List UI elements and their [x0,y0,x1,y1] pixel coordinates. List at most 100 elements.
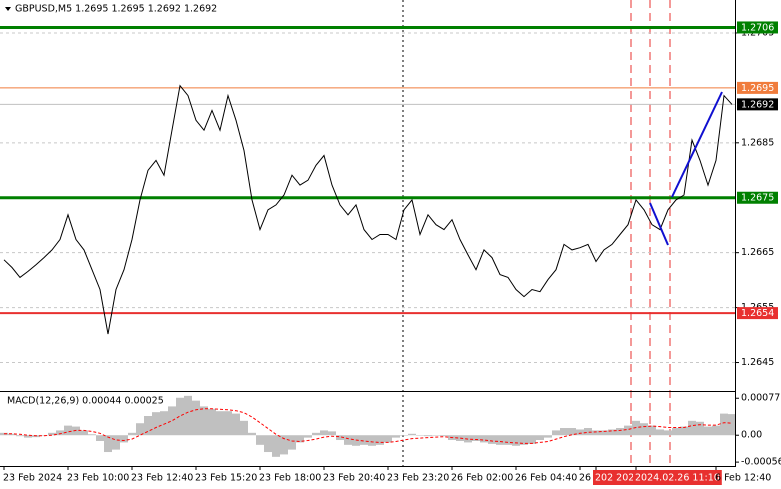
macd-bar [680,426,688,436]
macd-bar [136,423,144,436]
macd-bar [144,416,152,436]
macd-bar [264,435,272,453]
macd-bar [608,429,616,436]
macd-bar [168,406,176,436]
macd-bar [288,435,296,450]
macd-bar [304,435,312,438]
macd-bar [408,433,416,436]
macd-bar [352,435,360,446]
macd-bar [176,397,184,436]
macd-bar [192,400,200,436]
macd-bar [424,435,432,437]
macd-bar [80,430,88,436]
y-tick-label: 1.2665 [741,247,774,258]
macd-bar [536,435,544,441]
macd-bar [616,428,624,436]
level-label-box [737,307,778,320]
macd-bar [368,435,376,446]
macd-bar [440,435,448,437]
x-highlight-box [593,470,643,485]
macd-bar [328,431,336,436]
x-tick-label: 26 Feb 02:00 [451,473,513,484]
macd-bar [240,420,248,436]
x-tick-label: 23 Feb 2024 [3,473,62,484]
macd-bar [504,435,512,445]
macd-bar [480,435,488,443]
macd-bar [672,428,680,436]
macd-bar [712,425,720,436]
macd-bar [632,420,640,436]
macd-bar [384,435,392,443]
macd-bar [200,406,208,436]
macd-bar [688,420,696,436]
macd-bar [248,432,256,436]
macd-bar [400,435,408,436]
y-tick-label: 0.00077 [741,393,780,404]
macd-bar [472,435,480,441]
macd-bar [552,430,560,436]
macd-bar [584,428,592,436]
macd-bar [432,435,440,436]
signal-line [4,408,733,444]
macd-bar [336,435,344,441]
level-label: 1.2654 [741,308,774,319]
level-label-box [737,98,778,111]
macd-bar [96,435,104,441]
indicator-title: MACD(12,26,9) 0.00044 0.00025 [7,396,164,407]
x-highlight-box [633,470,722,485]
y-tick-label: 0.00 [741,430,762,441]
macd-bar [208,408,216,436]
macd-bar [272,435,280,457]
macd-bar [224,411,232,436]
macd-bar [256,435,264,445]
x-tick-label: 26 [579,473,591,484]
macd-bar [360,435,368,445]
macd-bar [48,432,56,436]
macd-bar [696,421,704,436]
x-tick-label: 2024.02.26 11:10 [635,473,720,484]
macd-bar [184,395,192,436]
x-tick-label: 23 Feb 12:40 [131,473,193,484]
macd-bar [56,430,64,436]
x-tick-label: 23 Feb 23:20 [387,473,449,484]
macd-bar [528,435,536,444]
y-tick-label: -0.00056 [741,457,781,468]
macd-bar [544,435,552,438]
level-label-box [737,81,778,94]
macd-bar [120,435,128,443]
macd-bar [496,435,504,445]
macd-bar [728,414,736,436]
macd-bar [88,434,96,436]
x-tick-label: 23 Feb 18:00 [259,473,321,484]
macd-panel: 0.00077 0.00 -0.00056 [0,393,781,468]
trend-line [671,91,723,198]
macd-bar [520,435,528,445]
y-tick-label: 1.2685 [741,137,774,148]
macd-bar [232,413,240,436]
macd-bar [344,435,352,445]
y-tick-label: 1.2645 [741,357,774,368]
macd-bar [576,429,584,436]
macd-bar [104,435,112,453]
macd-bar [392,435,400,438]
macd-bar [152,412,160,436]
macd-bar [704,426,712,436]
macd-bar [488,435,496,444]
macd-bar [112,435,120,450]
macd-bar [24,435,32,438]
x-tick-label: 6 Feb 12:40 [715,473,771,484]
macd-bar [216,411,224,436]
level-label: 1.2675 [741,193,774,204]
menu-arrow [5,7,11,11]
macd-bar [320,430,328,436]
macd-bar [592,430,600,436]
macd-bar [16,435,24,437]
macd-bar [160,411,168,436]
level-label-box [737,21,778,34]
x-tick-label: 26 Feb 04:40 [515,473,577,484]
macd-bar [560,428,568,436]
macd-bar [648,425,656,436]
level-label: 1.2706 [741,22,774,33]
